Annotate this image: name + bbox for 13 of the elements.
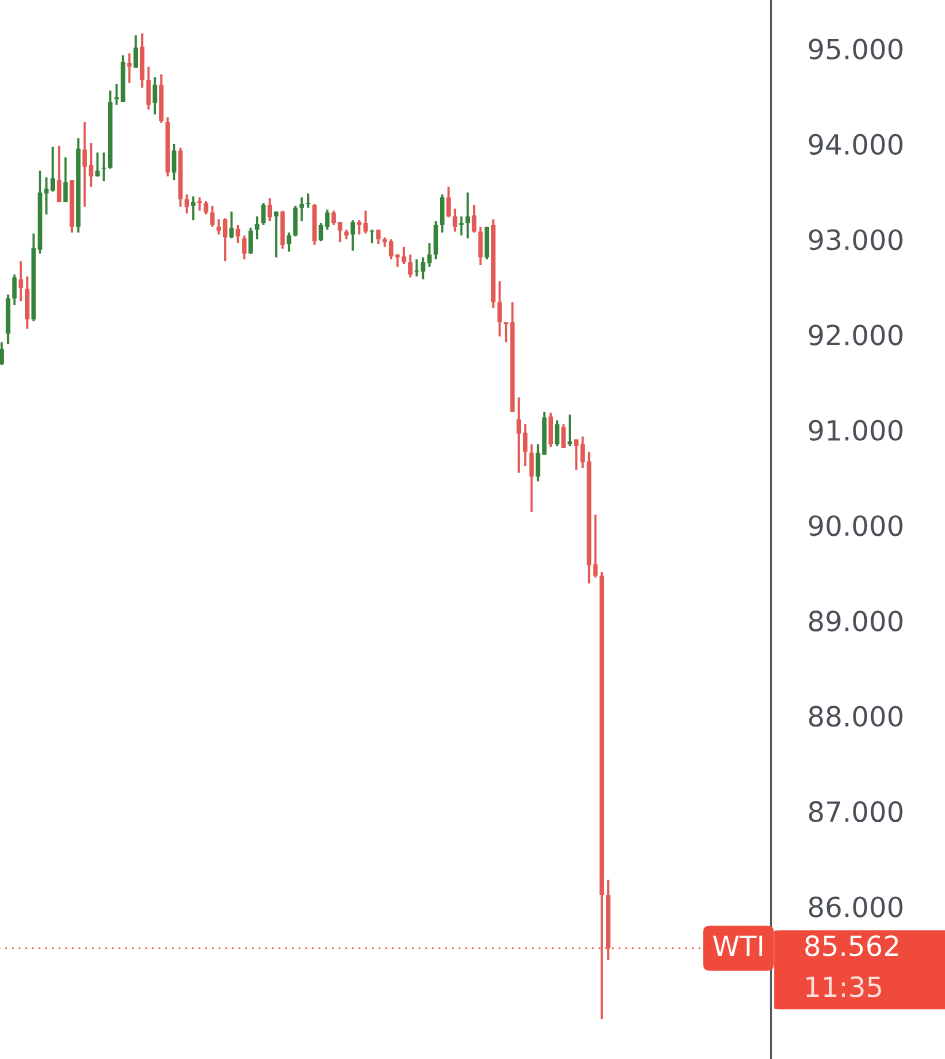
y-tick-label: 94.000 [808,133,903,155]
text: 11:35 [806,976,882,998]
y-tick-label: 91.000 [808,419,903,441]
text: 85.562 [805,935,898,957]
y-tick-label: 93.000 [808,229,903,251]
y-tick-label: 89.000 [808,610,903,632]
y-tick-label: 90.000 [808,515,903,537]
y-tick-label: 87.000 [808,801,903,823]
y-tick-label: 86.000 [808,896,903,918]
y-tick-label: 95.000 [808,38,903,60]
y-tick-label: 88.000 [808,705,903,727]
ref-line-label: WTI [713,935,763,956]
y-tick-label: 92.000 [808,324,903,346]
